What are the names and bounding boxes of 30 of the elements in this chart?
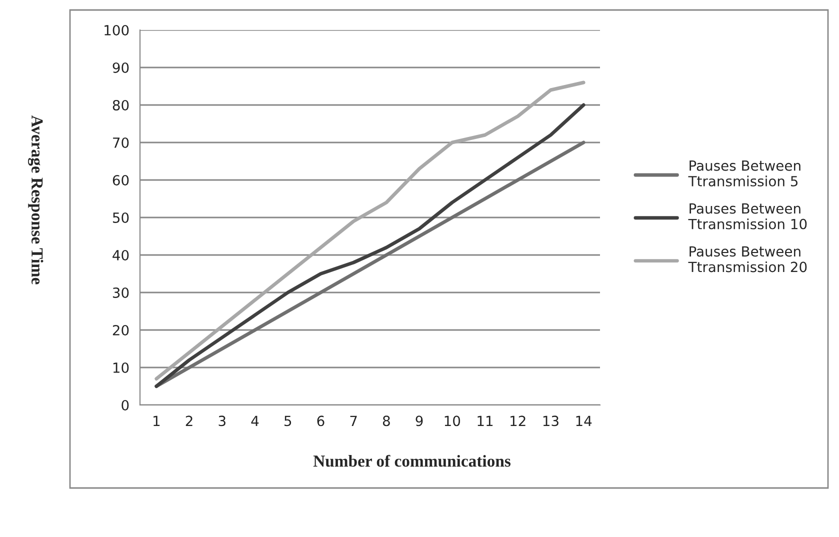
y-tick-label: 30 bbox=[112, 287, 129, 298]
y-tick-label: 70 bbox=[113, 137, 129, 148]
legend-label: Pauses Between Ttransmission 10 bbox=[688, 203, 807, 230]
y-tick-label: 100 bbox=[104, 24, 129, 36]
x-tick-label: 14 bbox=[576, 416, 592, 426]
x-tick-label: 5 bbox=[284, 416, 292, 426]
x-tick-label: 7 bbox=[350, 416, 357, 426]
x-tick-label: 12 bbox=[510, 416, 526, 426]
y-tick-label: 0 bbox=[122, 400, 129, 410]
y-tick-label: 50 bbox=[112, 212, 129, 223]
x-axis-title: Number of communications bbox=[313, 454, 511, 467]
x-tick-label: 13 bbox=[543, 416, 558, 426]
x-tick-label: 2 bbox=[186, 416, 192, 426]
x-tick-label: 10 bbox=[444, 416, 460, 426]
x-tick-label: 4 bbox=[251, 416, 259, 426]
x-tick-label: 8 bbox=[382, 416, 390, 426]
y-tick-label: 10 bbox=[113, 362, 129, 373]
x-tick-label: 1 bbox=[154, 416, 160, 426]
y-tick-label: 80 bbox=[112, 100, 129, 110]
y-tick-label: 40 bbox=[112, 250, 129, 260]
y-tick-label: 60 bbox=[112, 174, 129, 186]
y-tick-label: 20 bbox=[112, 324, 129, 336]
legend-label: Pauses Between Ttransmission 20 bbox=[688, 246, 807, 272]
legend-label: Pauses Between Ttransmission 5 bbox=[688, 160, 800, 186]
x-tick-label: 9 bbox=[416, 416, 423, 426]
x-tick-label: 11 bbox=[478, 416, 493, 426]
x-tick-label: 6 bbox=[317, 416, 324, 426]
x-tick-label: 3 bbox=[218, 416, 226, 426]
y-axis-title: Average Response Time bbox=[28, 115, 44, 284]
y-tick-label: 90 bbox=[112, 62, 129, 73]
